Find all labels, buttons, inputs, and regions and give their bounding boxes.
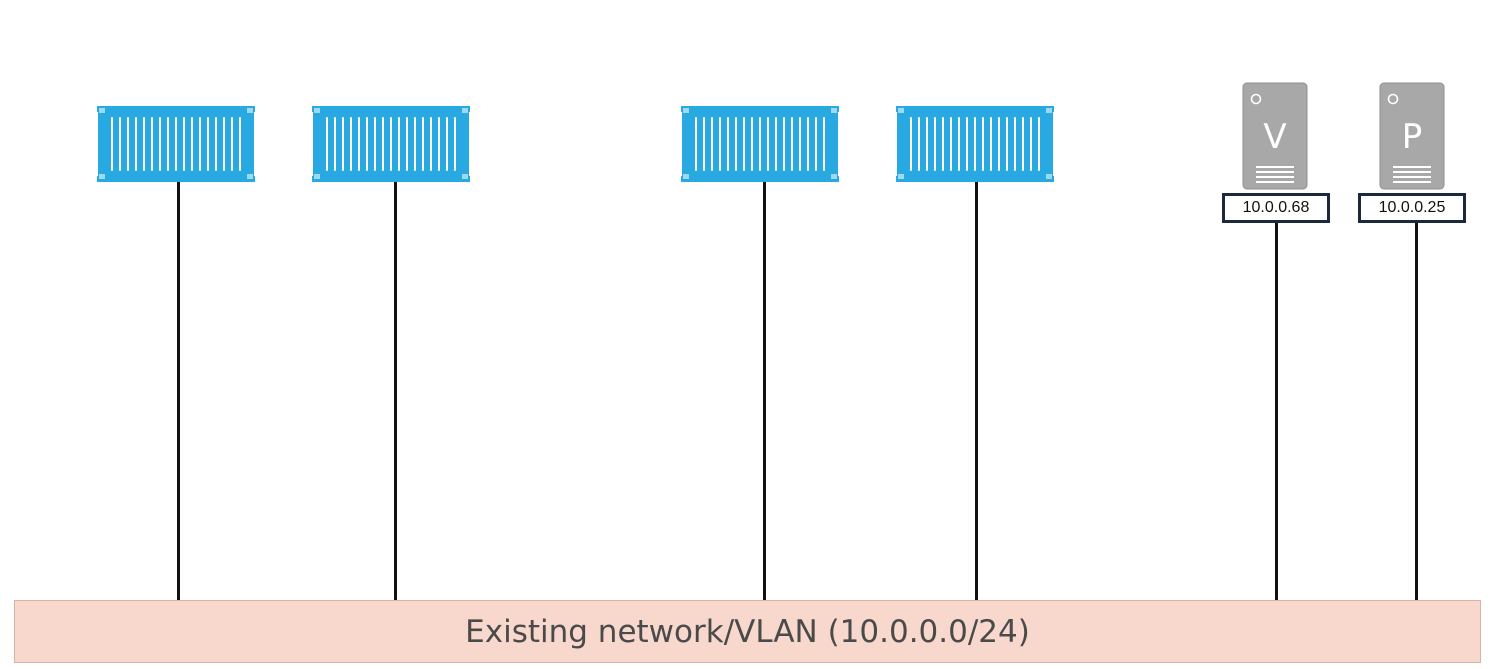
connector-line: [763, 180, 766, 601]
shipping-container-icon: [681, 106, 839, 182]
network-label: Existing network/VLAN (10.0.0.0/24): [465, 613, 1030, 650]
server-icon: P: [1379, 82, 1445, 190]
connector-line: [394, 180, 397, 601]
connector-line: [1275, 222, 1278, 601]
connector-line: [177, 180, 180, 601]
network-vlan-bar: Existing network/VLAN (10.0.0.0/24): [14, 600, 1481, 663]
server-letter: V: [1263, 117, 1286, 157]
connector-line: [975, 180, 978, 601]
ip-address-label: 10.0.0.25: [1358, 193, 1466, 223]
ip-address-label: 10.0.0.68: [1222, 193, 1330, 223]
server-icon: V: [1242, 82, 1308, 190]
container-icon: [896, 106, 1054, 182]
shipping-container-icon: [896, 106, 1054, 182]
container-icon: [97, 106, 255, 182]
container-icon: [312, 106, 470, 182]
container-icon: [681, 106, 839, 182]
server-letter: P: [1402, 117, 1423, 157]
shipping-container-icon: [312, 106, 470, 182]
connector-line: [1415, 222, 1418, 601]
shipping-container-icon: [97, 106, 255, 182]
